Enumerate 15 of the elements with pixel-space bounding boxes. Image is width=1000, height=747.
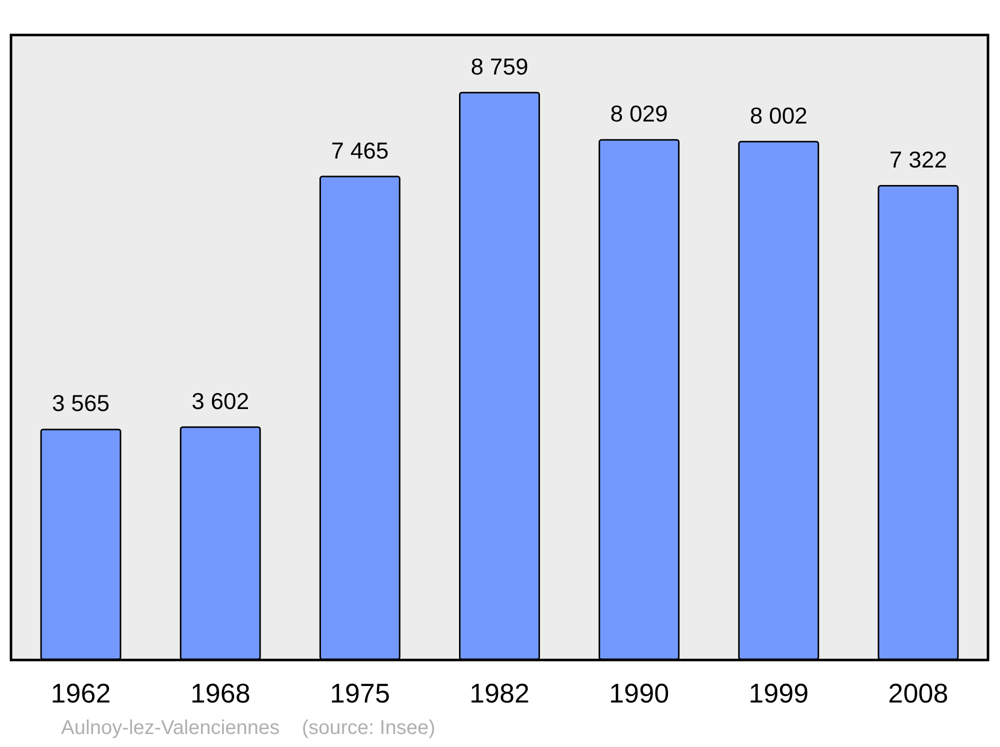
data-label: 8 002 xyxy=(750,102,808,128)
text: Aulnoy-lez-Valenciennes (source: Insee) xyxy=(61,717,436,739)
data-label: 8 029 xyxy=(610,100,668,127)
x-tick-label: 1999 xyxy=(748,678,809,708)
x-tick-label: 1990 xyxy=(609,678,670,708)
x-tick-label: 1975 xyxy=(330,678,390,708)
data-label: 8 759 xyxy=(470,53,528,80)
data-label: 3 565 xyxy=(52,390,110,416)
x-tick-label: 1968 xyxy=(190,678,250,708)
data-label: 7 322 xyxy=(889,146,947,173)
data-label: 3 602 xyxy=(192,388,250,414)
data-label: 7 465 xyxy=(331,137,389,164)
x-tick-label: 2008 xyxy=(888,678,948,708)
x-tick-label: 1982 xyxy=(469,678,530,708)
x-tick-label: 1962 xyxy=(50,678,111,708)
